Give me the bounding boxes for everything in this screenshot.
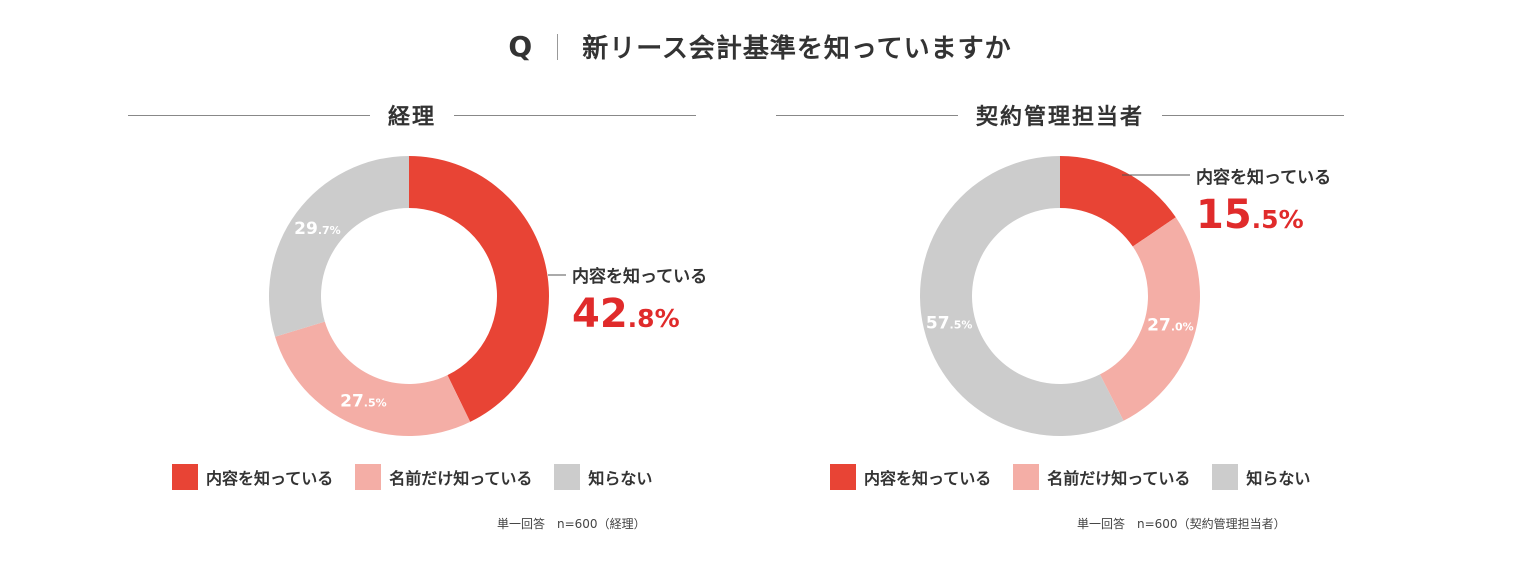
callout-contract: 内容を知っている 15.5% bbox=[1196, 163, 1331, 238]
legend-label: 知らない bbox=[588, 469, 653, 488]
sample-note-contract: 単一回答 n=600（契約管理担当者） bbox=[1077, 517, 1286, 531]
legend-swatch-known bbox=[172, 464, 198, 490]
donut-slice-unknown bbox=[268, 156, 409, 337]
section-title-contract: 契約管理担当者 bbox=[976, 105, 1145, 130]
legend-label: 知らない bbox=[1246, 469, 1311, 488]
slice-label-name-only: 27.5% bbox=[340, 391, 387, 411]
heading-rule-right bbox=[1162, 114, 1345, 116]
callout-value-dec: .5% bbox=[1251, 205, 1304, 234]
donut-slice-name-only bbox=[275, 321, 471, 437]
legend-item-unknown: 知らない bbox=[554, 464, 652, 490]
callout-value-dec: .8% bbox=[627, 304, 680, 333]
donut-slice-known bbox=[1060, 156, 1176, 247]
legend-label: 内容を知っている bbox=[206, 469, 334, 488]
heading-rule-left bbox=[776, 114, 958, 116]
legend-swatch-unknown bbox=[1212, 464, 1239, 490]
callout-label: 内容を知っている bbox=[572, 267, 708, 287]
callout-label: 内容を知っている bbox=[1196, 168, 1332, 188]
donut-slice-name-only bbox=[1099, 217, 1200, 421]
question-text: 新リース会計基準を知っていますか bbox=[582, 34, 1012, 64]
slice-label-unknown: 57.5% bbox=[926, 314, 973, 334]
legend-label: 名前だけ知っている bbox=[389, 469, 533, 488]
legend-item-name-only: 名前だけ知っている bbox=[355, 464, 532, 490]
legend-swatch-name-only bbox=[355, 464, 382, 490]
heading-rule-left bbox=[128, 114, 370, 116]
section-heading-accounting: 経理 bbox=[128, 98, 697, 132]
donut-slice-known bbox=[409, 156, 550, 422]
callout-value: 42.8% bbox=[572, 291, 707, 337]
legend-item-name-only: 名前だけ知っている bbox=[1013, 464, 1190, 490]
section-heading-contract: 契約管理担当者 bbox=[776, 98, 1345, 132]
callout-value-int: 42 bbox=[572, 291, 628, 337]
legend-label: 内容を知っている bbox=[864, 469, 992, 488]
callout-value: 15.5% bbox=[1196, 192, 1331, 238]
slice-label-unknown: 29.7% bbox=[294, 219, 341, 239]
slice-label-name-only: 27.0% bbox=[1147, 315, 1194, 335]
donut-slice-unknown bbox=[919, 156, 1124, 436]
question-marker: Q bbox=[508, 30, 534, 63]
sample-note-accounting: 単一回答 n=600（経理） bbox=[497, 517, 646, 531]
callout-accounting: 内容を知っている 42.8% bbox=[572, 262, 707, 337]
section-title-accounting: 経理 bbox=[388, 105, 437, 130]
legend-item-unknown: 知らない bbox=[1212, 464, 1310, 490]
legend-swatch-unknown bbox=[554, 464, 581, 490]
donut-chart-contract: 27.0% 57.5% bbox=[919, 156, 1200, 436]
donut-chart-accounting: 27.5% 29.7% bbox=[268, 156, 566, 437]
legend-swatch-known bbox=[830, 464, 856, 490]
title-divider bbox=[557, 33, 559, 60]
legend-label: 名前だけ知っている bbox=[1047, 469, 1191, 488]
legend-item-known: 内容を知っている bbox=[830, 464, 991, 490]
legend-contract: 内容を知っている 名前だけ知っている 知らない bbox=[830, 464, 1332, 490]
heading-rule-right bbox=[454, 114, 697, 116]
legend-item-known: 内容を知っている bbox=[172, 464, 333, 490]
legend-accounting: 内容を知っている 名前だけ知っている 知らない bbox=[172, 464, 674, 490]
legend-swatch-name-only bbox=[1013, 464, 1040, 490]
page-title: Q 新リース会計基準を知っていますか bbox=[0, 28, 1520, 65]
callout-value-int: 15 bbox=[1196, 192, 1252, 238]
